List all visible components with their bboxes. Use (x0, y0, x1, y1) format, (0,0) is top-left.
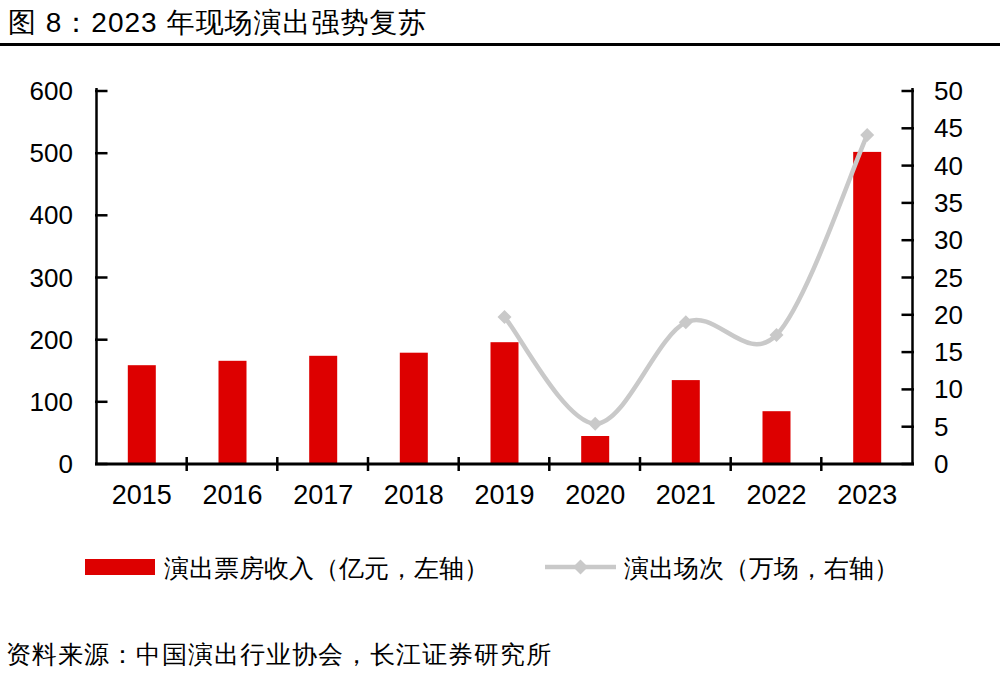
right-axis-tick-label: 45 (934, 113, 963, 143)
legend-diamond-marker-icon (573, 560, 588, 575)
right-axis-tick-label: 30 (934, 225, 963, 255)
right-axis-tick-label: 40 (934, 151, 963, 181)
x-axis-label: 2015 (112, 480, 172, 510)
right-axis-tick-label: 15 (934, 337, 963, 367)
right-axis-tick-label: 0 (934, 449, 948, 479)
chart-area: 0 100 200 300 400 500 600 0 5 10 15 20 25 30 35 40 45 50 2… (0, 46, 1000, 600)
legend-bar-label: 演出票房收入（亿元，左轴） (164, 554, 489, 582)
x-axis-label: 2018 (384, 480, 444, 510)
left-axis-tick-label: 200 (30, 325, 73, 355)
x-axis-label: 2023 (837, 480, 897, 510)
right-axis-tick-label: 10 (934, 374, 963, 404)
left-axis-tick-label: 100 (30, 387, 73, 417)
left-axis-tick-label: 600 (30, 76, 73, 106)
line-marker-2023 (860, 128, 874, 142)
figure-title: 图 8：2023 年现场演出强势复苏 (8, 5, 427, 41)
legend-line-label: 演出场次（万场，右轴） (624, 554, 899, 582)
source-note: 资料来源：中国演出行业协会，长江证券研究所 (6, 638, 552, 671)
x-axis-label: 2022 (746, 480, 806, 510)
bar-2015 (128, 365, 156, 464)
left-axis-tick-label: 300 (30, 263, 73, 293)
bar-2018 (400, 353, 428, 464)
right-axis-tick-label: 35 (934, 188, 963, 218)
bar-2019 (491, 342, 519, 464)
legend-bar-swatch-icon (85, 559, 155, 575)
bar-2022 (763, 411, 791, 464)
x-axis-label: 2019 (474, 480, 534, 510)
left-axis-tick-label: 0 (59, 449, 73, 479)
bar-2017 (309, 356, 337, 464)
bar-2016 (219, 361, 247, 464)
right-axis-tick-label: 25 (934, 263, 963, 293)
x-axis-label: 2021 (656, 480, 716, 510)
bar-2020 (581, 436, 609, 464)
combo-chart: 0 100 200 300 400 500 600 0 5 10 15 20 25 30 35 40 45 50 2… (0, 46, 1000, 596)
x-axis-label: 2020 (565, 480, 625, 510)
line-marker-2020 (588, 417, 602, 431)
x-axis-label: 2016 (202, 480, 262, 510)
chart-plot: 0 100 200 300 400 500 600 0 5 10 15 20 25 30 35 40 45 50 2… (30, 76, 963, 510)
chart-legend: 演出票房收入（亿元，左轴） 演出场次（万场，右轴） (85, 554, 899, 582)
left-axis-tick-label: 400 (30, 200, 73, 230)
left-axis-tick-label: 500 (30, 138, 73, 168)
right-axis-tick-label: 20 (934, 300, 963, 330)
bar-2021 (672, 380, 700, 464)
right-axis-tick-label: 50 (934, 76, 963, 106)
x-axis-label: 2017 (293, 480, 353, 510)
right-axis-tick-label: 5 (934, 412, 948, 442)
bar-2023 (853, 152, 881, 464)
